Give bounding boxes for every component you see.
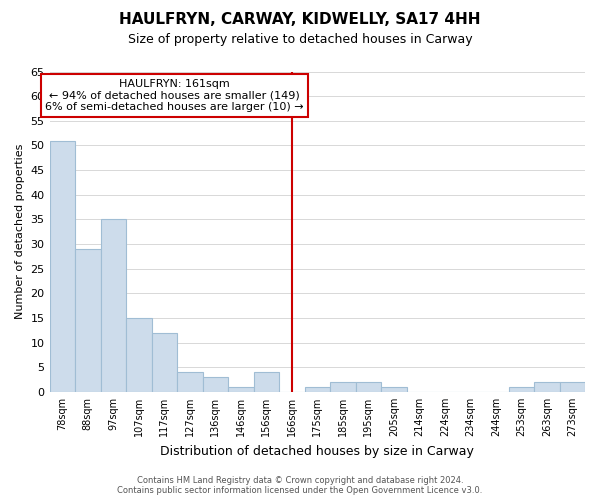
Bar <box>126 318 152 392</box>
Bar <box>534 382 560 392</box>
Bar <box>560 382 585 392</box>
Text: Size of property relative to detached houses in Carway: Size of property relative to detached ho… <box>128 32 472 46</box>
Bar <box>356 382 381 392</box>
Bar <box>228 387 254 392</box>
Text: Contains HM Land Registry data © Crown copyright and database right 2024.
Contai: Contains HM Land Registry data © Crown c… <box>118 476 482 495</box>
Bar <box>75 249 101 392</box>
Bar <box>254 372 279 392</box>
Bar <box>177 372 203 392</box>
Bar <box>203 377 228 392</box>
Bar <box>330 382 356 392</box>
Text: HAULFRYN: 161sqm
← 94% of detached houses are smaller (149)
6% of semi-detached : HAULFRYN: 161sqm ← 94% of detached house… <box>45 79 304 112</box>
Bar <box>381 387 407 392</box>
Bar <box>305 387 330 392</box>
Y-axis label: Number of detached properties: Number of detached properties <box>15 144 25 320</box>
Bar <box>50 140 75 392</box>
Text: HAULFRYN, CARWAY, KIDWELLY, SA17 4HH: HAULFRYN, CARWAY, KIDWELLY, SA17 4HH <box>119 12 481 28</box>
Bar <box>101 220 126 392</box>
Bar <box>509 387 534 392</box>
X-axis label: Distribution of detached houses by size in Carway: Distribution of detached houses by size … <box>160 444 474 458</box>
Bar <box>152 333 177 392</box>
